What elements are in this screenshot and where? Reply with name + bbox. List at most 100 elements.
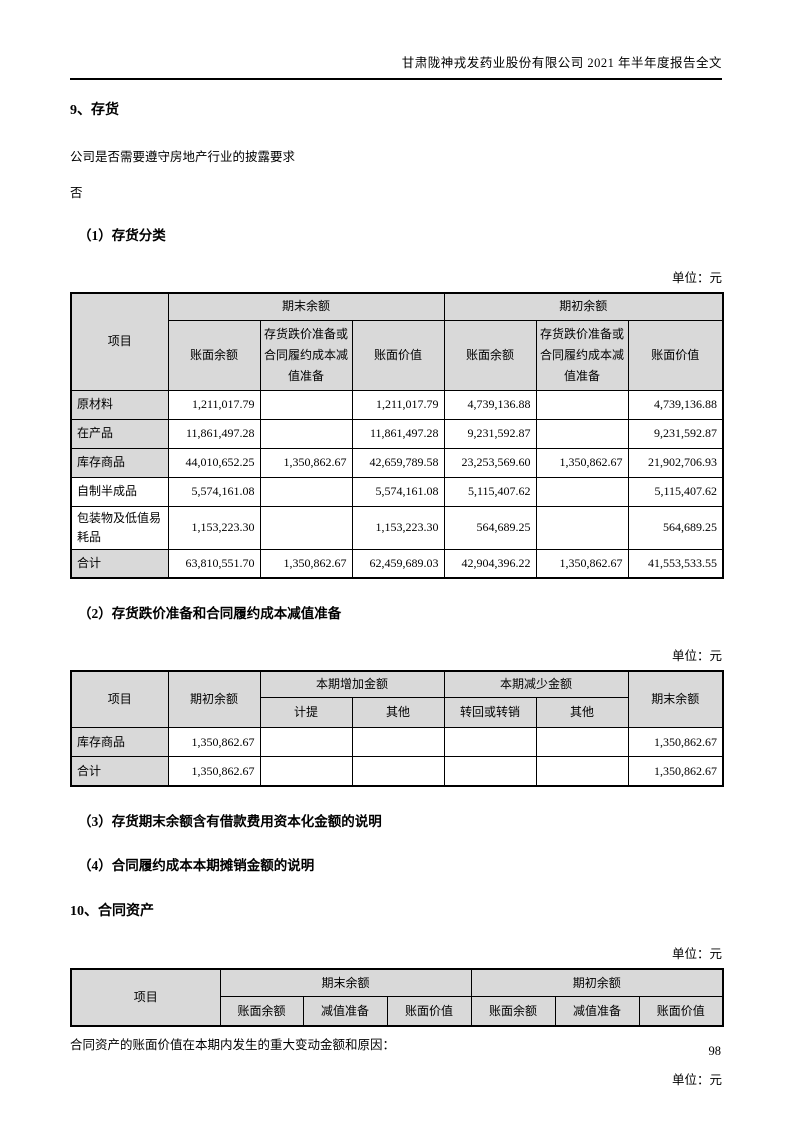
column-header-provision: 存货跌价准备或合同履约成本减值准备: [535, 319, 629, 391]
row-label-cell: 包装物及低值易耗品: [70, 505, 169, 550]
value-cell: [351, 756, 445, 787]
column-header-book-balance: 账面余额: [443, 319, 537, 391]
column-header-impairment-provision: 减值准备: [302, 996, 388, 1027]
row-label-cell: 自制半成品: [70, 476, 169, 507]
subsection-heading-contract-cost-amortization: （4）合同履约成本本期摊销金额的说明: [78, 857, 315, 873]
value-cell: 1,350,862.67: [535, 548, 629, 579]
disclosure-answer: 否: [70, 186, 83, 200]
table-row: 库存商品 1,350,862.67 1,350,862.67: [70, 727, 724, 758]
table-row: 自制半成品 5,574,161.08 5,574,161.08 5,115,40…: [70, 476, 724, 507]
value-cell: [259, 756, 353, 787]
table-row: 包装物及低值易耗品 1,153,223.30 1,153,223.30 564,…: [70, 505, 724, 550]
table-row: 在产品 11,861,497.28 11,861,497.28 9,231,59…: [70, 418, 724, 449]
row-label-cell: 合计: [70, 548, 169, 579]
row-label-cell: 在产品: [70, 418, 169, 449]
value-cell: 4,739,136.88: [443, 389, 537, 420]
value-cell: [535, 389, 629, 420]
column-header-book-value: 账面价值: [386, 996, 472, 1027]
column-group-decrease: 本期减少金额: [443, 670, 629, 699]
column-header-other: 其他: [535, 697, 629, 729]
value-cell: 44,010,652.25: [167, 447, 261, 478]
value-cell: 1,350,862.67: [627, 756, 724, 787]
value-cell: [259, 727, 353, 758]
value-cell: [535, 727, 629, 758]
value-cell: 4,739,136.88: [627, 389, 724, 420]
page-number: 98: [708, 1044, 722, 1058]
column-group-ending-balance: 期末余额: [219, 968, 472, 998]
column-header-item: 项目: [70, 670, 169, 729]
value-cell: [443, 756, 537, 787]
section-heading-inventory: 9、存货: [70, 103, 119, 118]
value-cell: [351, 727, 445, 758]
column-group-beginning-balance: 期初余额: [470, 968, 724, 998]
value-cell: 1,211,017.79: [167, 389, 261, 420]
column-header-book-balance: 账面余额: [470, 996, 556, 1027]
value-cell: 1,153,223.30: [167, 505, 261, 550]
value-cell: 41,553,533.55: [627, 548, 724, 579]
value-cell: 5,115,407.62: [443, 476, 537, 507]
value-cell: [535, 756, 629, 787]
value-cell: 1,350,862.67: [167, 756, 261, 787]
column-header-ending-balance: 期末余额: [627, 670, 724, 729]
document-header-title: 甘肃陇神戎发药业股份有限公司 2021 年半年度报告全文: [70, 52, 722, 80]
value-cell: 5,574,161.08: [351, 476, 445, 507]
subsection-heading-capitalized-borrowing: （3）存货期末余额含有借款费用资本化金额的说明: [78, 813, 382, 829]
subsection-heading-provision: （2）存货跌价准备和合同履约成本减值准备: [78, 606, 342, 622]
column-header-item: 项目: [70, 968, 221, 1027]
value-cell: 564,689.25: [443, 505, 537, 550]
value-cell: 1,350,862.67: [535, 447, 629, 478]
column-header-impairment-provision: 减值准备: [554, 996, 640, 1027]
unit-label: 单位：元: [671, 946, 722, 961]
value-cell: 9,231,592.87: [627, 418, 724, 449]
value-cell: [259, 389, 353, 420]
column-header-provision: 存货跌价准备或合同履约成本减值准备: [259, 319, 353, 391]
table-row: 原材料 1,211,017.79 1,211,017.79 4,739,136.…: [70, 389, 724, 420]
value-cell: 1,153,223.30: [351, 505, 445, 550]
table-row: 库存商品 44,010,652.25 1,350,862.67 42,659,7…: [70, 447, 724, 478]
table-row-total: 合计 63,810,551.70 1,350,862.67 62,459,689…: [70, 548, 724, 579]
unit-label: 单位：元: [671, 649, 722, 664]
value-cell: 1,350,862.67: [259, 447, 353, 478]
column-header-book-balance: 账面余额: [219, 996, 304, 1027]
value-cell: 1,350,862.67: [167, 727, 261, 758]
value-cell: 42,904,396.22: [443, 548, 537, 579]
value-cell: 5,574,161.08: [167, 476, 261, 507]
column-header-book-value: 账面价值: [627, 319, 724, 391]
value-cell: 62,459,689.03: [351, 548, 445, 579]
value-cell: [259, 418, 353, 449]
value-cell: 5,115,407.62: [627, 476, 724, 507]
value-cell: 9,231,592.87: [443, 418, 537, 449]
subsection-heading-inventory-classification: （1）存货分类: [78, 228, 166, 243]
value-cell: 11,861,497.28: [351, 418, 445, 449]
value-cell: 11,861,497.28: [167, 418, 261, 449]
contract-assets-change-note: 合同资产的账面价值在本期内发生的重大变动金额和原因：: [70, 1037, 396, 1052]
disclosure-question: 公司是否需要遵守房地产行业的披露要求: [70, 150, 296, 164]
value-cell: 1,211,017.79: [351, 389, 445, 420]
value-cell: 21,902,706.93: [627, 447, 724, 478]
row-label-cell: 原材料: [70, 389, 169, 420]
value-cell: 1,350,862.67: [627, 727, 724, 758]
value-cell: [259, 476, 353, 507]
provision-movement-table: 项目 期初余额 本期增加金额 本期减少金额 期末余额 计提 其他 转回或转销 其…: [70, 670, 725, 787]
column-group-increase: 本期增加金额: [259, 670, 445, 699]
value-cell: [443, 727, 537, 758]
contract-assets-table: 项目 期末余额 期初余额 账面余额 减值准备 账面价值 账面余额 减值准备 账面…: [70, 967, 725, 1027]
row-label-cell: 合计: [70, 756, 169, 787]
column-header-book-balance: 账面余额: [167, 319, 261, 391]
value-cell: 1,350,862.67: [259, 548, 353, 579]
unit-label: 单位：元: [671, 1072, 722, 1087]
column-group-beginning-balance: 期初余额: [443, 292, 724, 321]
value-cell: [259, 505, 353, 550]
column-header-item: 项目: [70, 292, 169, 391]
value-cell: 564,689.25: [627, 505, 724, 550]
inventory-classification-table: 项目 期末余额 期初余额 账面余额 存货跌价准备或合同履约成本减值准备 账面价值…: [70, 292, 725, 580]
column-header-other: 其他: [351, 697, 445, 729]
column-header-book-value: 账面价值: [351, 319, 445, 391]
value-cell: 63,810,551.70: [167, 548, 261, 579]
row-label-cell: 库存商品: [70, 447, 169, 478]
column-header-accrual: 计提: [259, 697, 353, 729]
section-heading-contract-assets: 10、合同资产: [70, 903, 154, 919]
value-cell: 42,659,789.58: [351, 447, 445, 478]
column-header-beginning-balance: 期初余额: [167, 670, 261, 729]
